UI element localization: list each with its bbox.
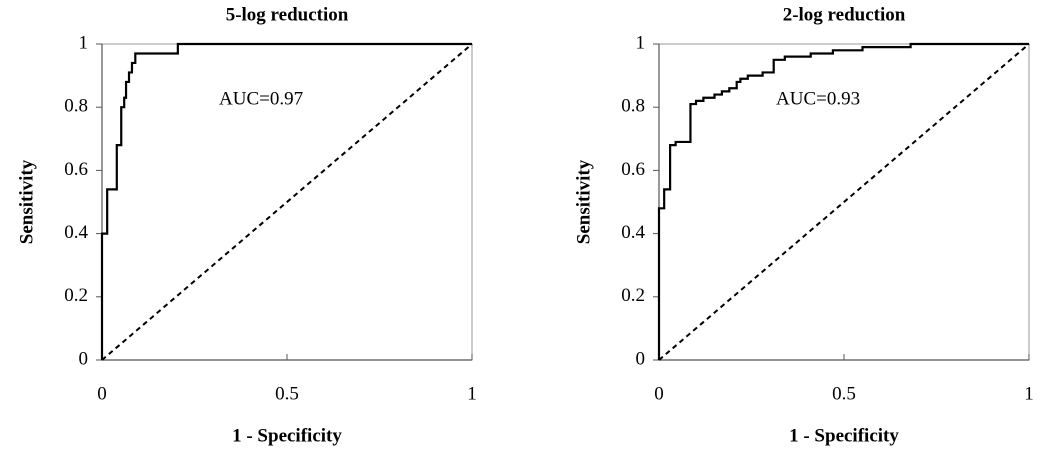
chart-title: 5-log reduction xyxy=(226,4,349,25)
y-tick-label: 0.2 xyxy=(621,285,645,306)
annotation: AUC=0.93 xyxy=(776,88,860,109)
x-tick-label: 0 xyxy=(654,383,664,404)
y-tick-label: 0.6 xyxy=(64,159,88,180)
x-axis-label: 1 - Specificity xyxy=(789,425,899,446)
y-tick-label: 0.4 xyxy=(621,222,645,243)
reference-diagonal xyxy=(658,43,1030,361)
y-tick-label: 1 xyxy=(636,32,646,53)
y-tick-label: 0.2 xyxy=(64,285,88,306)
x-tick-label: 1 xyxy=(467,383,477,404)
x-tick-label: 1 xyxy=(1024,383,1034,404)
chart-title: 2-log reduction xyxy=(783,4,906,25)
y-tick-label: 0 xyxy=(636,348,646,369)
y-tick-label: 0.6 xyxy=(621,159,645,180)
y-tick-label: 0.8 xyxy=(64,96,88,117)
y-axis-label: Sensitivity xyxy=(16,159,37,244)
x-tick-label: 0.5 xyxy=(832,383,856,404)
y-tick-label: 0.8 xyxy=(621,96,645,117)
y-tick-label: 0.4 xyxy=(64,222,88,243)
roc-curve xyxy=(100,42,472,360)
y-axis-label: Sensitivity xyxy=(573,159,594,244)
x-axis-label: 1 - Specificity xyxy=(232,425,342,446)
annotation: AUC=0.97 xyxy=(219,88,303,109)
x-tick-label: 0 xyxy=(97,383,107,404)
roc-curve xyxy=(657,42,1029,360)
reference-diagonal xyxy=(101,43,473,361)
x-tick-label: 0.5 xyxy=(275,383,299,404)
y-tick-label: 0 xyxy=(79,348,89,369)
y-tick-label: 1 xyxy=(79,32,89,53)
